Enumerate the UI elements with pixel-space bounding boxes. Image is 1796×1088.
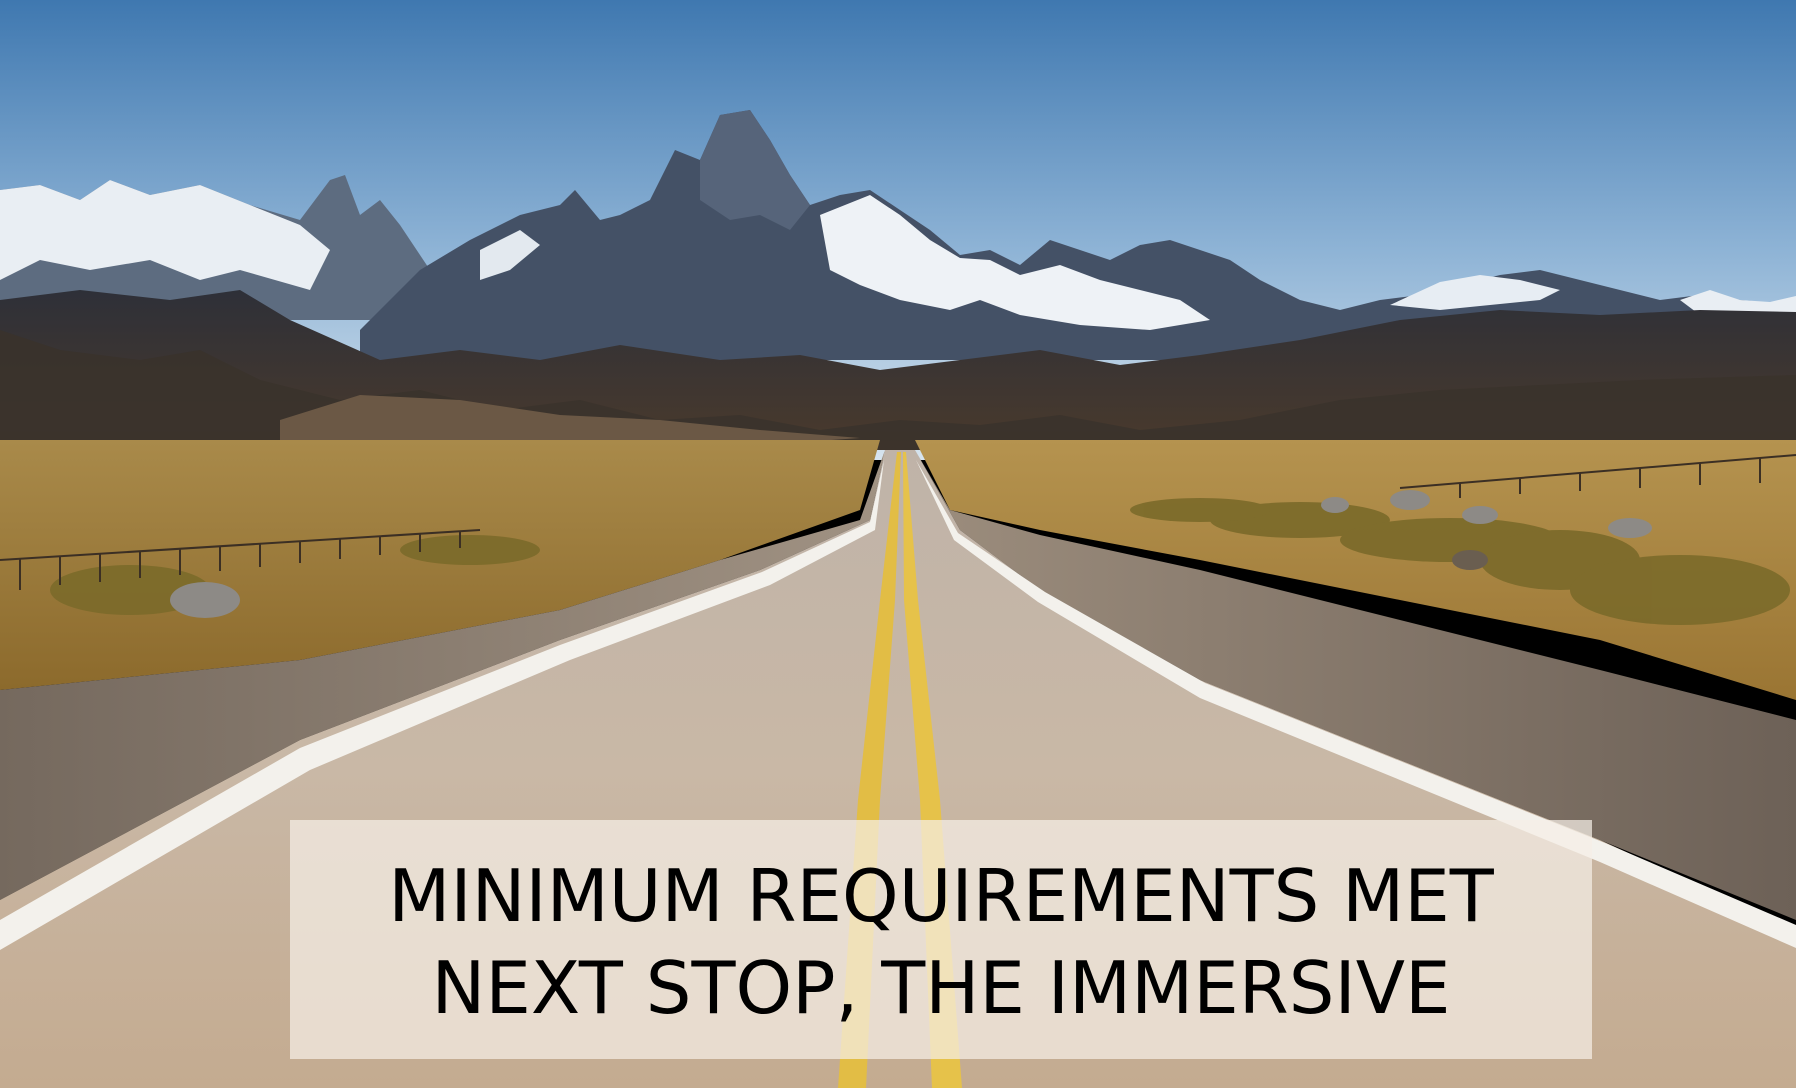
gravel-right (915, 450, 1796, 920)
grassland-left (0, 440, 880, 690)
road-edge-right (916, 460, 1796, 948)
road-edge-left (0, 460, 884, 950)
gravel-left (0, 450, 885, 900)
caption-line-1: MINIMUM REQUIREMENTS MET (388, 853, 1494, 938)
fence (0, 454, 1796, 590)
caption-line-2: NEXT STOP, THE IMMERSIVE (431, 945, 1451, 1030)
grassland-right (915, 440, 1796, 700)
rocks (170, 490, 1652, 618)
foothills (0, 290, 1796, 450)
mountain-range (0, 110, 1796, 360)
caption-banner: MINIMUM REQUIREMENTS MET NEXT STOP, THE … (290, 820, 1592, 1059)
shrubs (50, 498, 1790, 625)
